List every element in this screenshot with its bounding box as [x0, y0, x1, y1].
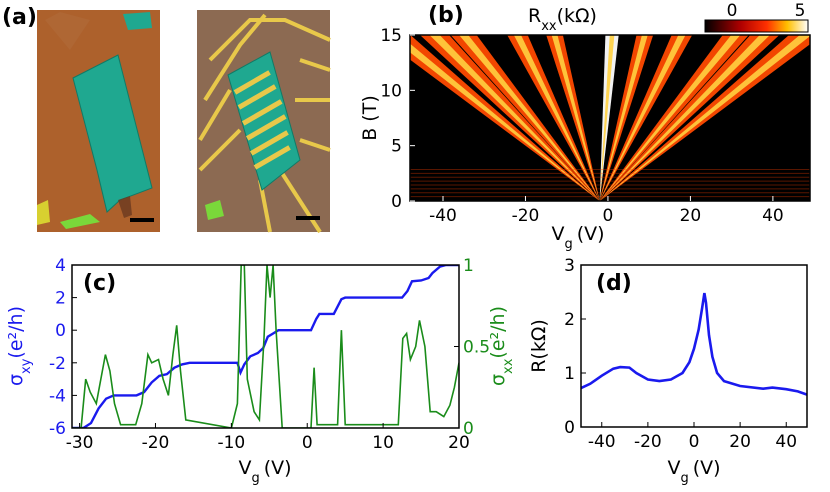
- panel-b: -40 -20 0 20 40 0 5 10 15 Rxx(kΩ) 0 5 Vg (V) B (T…: [359, 1, 811, 252]
- fan-band-6: [599, 35, 654, 201]
- fan-band-core-8: [599, 35, 741, 201]
- micrograph-flake: [37, 10, 160, 232]
- heatmap-ylabel: B (T): [359, 95, 381, 141]
- d-xtick-label-3: 20: [729, 432, 751, 452]
- c-xtick-label-4: 10: [372, 433, 394, 453]
- d-ytick-label-3: 3: [564, 256, 575, 276]
- c-xtick-label-5: 20: [448, 433, 470, 453]
- heatmap-title: Rxx(kΩ): [528, 5, 597, 34]
- b-xtick-label-0: -40: [429, 206, 457, 226]
- landau-fan: [410, 35, 810, 201]
- d-xtick-label-0: -40: [588, 432, 616, 452]
- c-yright-tick-label-2: 1: [463, 256, 474, 276]
- fan-origin-glow: [509, 161, 690, 201]
- panel-a: (a): [2, 5, 331, 234]
- c-yleft-tick-label-3: 0: [55, 321, 66, 341]
- d-ylabel: R(kΩ): [528, 319, 550, 373]
- fan-band-core-4: [551, 35, 600, 201]
- c-xlabel: Vg (V): [238, 457, 291, 486]
- c-yleft-tick-label-0: -6: [49, 419, 66, 439]
- b-ytick-label-2: 10: [380, 81, 402, 101]
- b-ytick-label-0: 0: [391, 192, 402, 212]
- b-ytick-label-3: 15: [380, 26, 402, 46]
- c-xtick-label-3: 0: [302, 433, 313, 453]
- c-xtick-label-0: -30: [66, 433, 94, 453]
- d-xtick-label-1: -20: [634, 432, 662, 452]
- b-xtick-label-2: 0: [603, 206, 614, 226]
- sigma-xx-line: [72, 265, 459, 428]
- panel-d: -40 -20 0 20 40 0 1 2 3 Vg (V) R(kΩ) (d): [528, 256, 808, 486]
- c-xtick-label-1: -20: [142, 433, 170, 453]
- fan-band-core-5: [599, 35, 615, 201]
- panel-d-label: (d): [596, 271, 632, 296]
- fan-band-core-10: [599, 35, 810, 201]
- heatmap-xlabel: Vg (V): [551, 223, 604, 252]
- c-yleft-tick-label-5: 4: [55, 256, 66, 276]
- c-yleft-tick-label-1: -4: [49, 386, 66, 406]
- fan-band-5: [599, 35, 619, 201]
- d-xlabel: Vg (V): [667, 457, 720, 486]
- d-ytick-label-0: 0: [564, 418, 575, 438]
- fan-band-core-2: [459, 35, 600, 201]
- c-xtick-label-2: -10: [217, 433, 245, 453]
- fan-band-core-9: [599, 35, 770, 201]
- b-xtick-label-1: -20: [512, 206, 540, 226]
- b-xtick-label-4: 40: [762, 206, 784, 226]
- fan-band-core-7: [599, 35, 686, 201]
- fan-band-8: [599, 35, 749, 201]
- d-xtick-label-4: 40: [775, 432, 797, 452]
- heatmap-frame: [409, 34, 811, 202]
- fan-band-7: [599, 35, 693, 201]
- c-ylabel-left: σxy(e²/h): [5, 306, 34, 386]
- colorbar: [704, 19, 809, 33]
- fan-band-core-3: [513, 35, 600, 201]
- colorbar-tick-max: 5: [795, 1, 806, 21]
- sigma-xy-line: [72, 265, 459, 428]
- fan-band-core-1: [429, 35, 600, 201]
- d-ytick-label-2: 2: [564, 310, 575, 330]
- micrograph-device: [197, 10, 331, 234]
- d-xtick-label-2: 0: [689, 432, 700, 452]
- fan-band-1: [419, 35, 600, 201]
- fan-band-4: [546, 35, 600, 201]
- fan-band-core-6: [599, 35, 648, 201]
- c-ylabel-right: σxx(e²/h): [487, 306, 516, 386]
- fan-band-3: [507, 35, 600, 201]
- panel-c-label: (c): [83, 271, 116, 296]
- resistance-line: [581, 292, 807, 396]
- b-xtick-label-3: 20: [680, 206, 702, 226]
- c-yright-tick-label-1: 0.5: [463, 338, 490, 358]
- c-yleft-tick-label-2: -2: [49, 354, 66, 374]
- fan-band-0: [410, 35, 600, 201]
- b-ytick-label-1: 5: [391, 137, 402, 157]
- panel-b-label: (b): [428, 3, 464, 28]
- fan-band-2: [450, 35, 600, 201]
- d-ytick-label-1: 1: [564, 364, 575, 384]
- c-yright-tick-label-0: 0: [463, 419, 474, 439]
- c-yleft-tick-label-4: 2: [55, 289, 66, 309]
- fan-band-core-0: [410, 43, 600, 201]
- fan-band-9: [599, 35, 780, 201]
- colorbar-tick-min: 0: [727, 1, 738, 21]
- panel-a-label: (a): [2, 5, 37, 30]
